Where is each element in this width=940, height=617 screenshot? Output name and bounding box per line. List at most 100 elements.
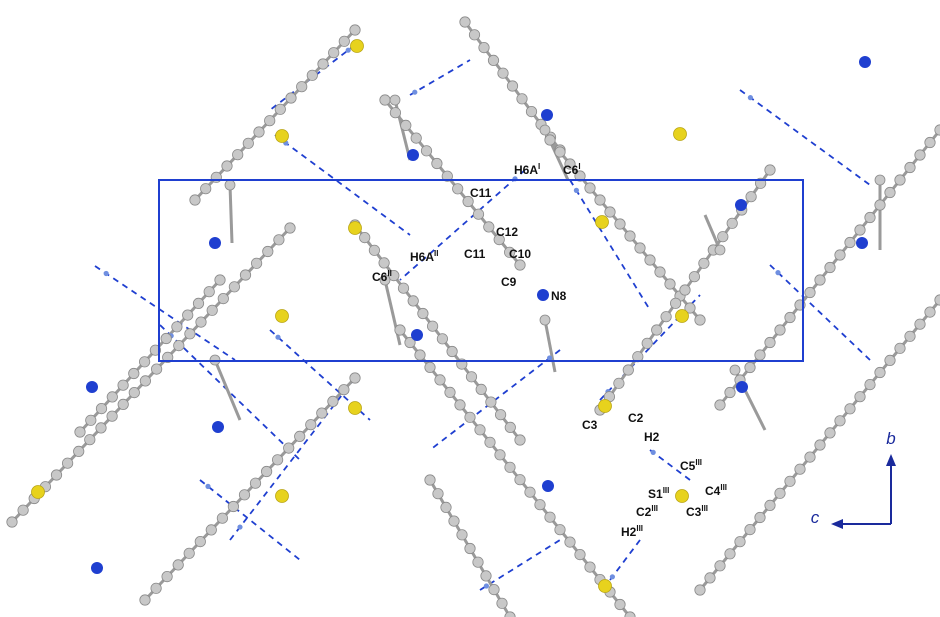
carbon-atom-9-16 bbox=[745, 191, 757, 203]
carbon-atom-8-2 bbox=[564, 158, 576, 170]
carbon-atom-0-1 bbox=[150, 582, 162, 594]
side-carbon-7 bbox=[714, 244, 726, 256]
carbon-atom-4-4 bbox=[497, 67, 509, 79]
atom-label-c11-b: C11 bbox=[464, 247, 486, 261]
carbon-atom-7-19 bbox=[584, 561, 596, 573]
hydrogen-atom-13 bbox=[775, 270, 781, 276]
carbon-atom-7-1 bbox=[404, 336, 416, 349]
atom-label-superscript: III bbox=[701, 504, 708, 513]
nitrogen-atom-4 bbox=[411, 329, 423, 341]
hydrogen-atom-9 bbox=[547, 355, 553, 361]
carbon-atom-7-18 bbox=[574, 548, 586, 561]
side-carbon-4 bbox=[379, 274, 391, 286]
carbon-atom-1-20 bbox=[228, 281, 240, 293]
carbon-atom-1-16 bbox=[184, 328, 196, 340]
atom-label-c11-a: C11 bbox=[470, 186, 492, 200]
carbon-atom-6-7 bbox=[417, 307, 429, 320]
carbon-atom-0-19 bbox=[349, 372, 361, 384]
carbon-atom-2-2 bbox=[95, 402, 108, 415]
atom-label-c10: C10 bbox=[509, 247, 531, 261]
carbon-atom-11-15 bbox=[844, 403, 856, 415]
c-axis-arrowhead bbox=[831, 519, 843, 529]
carbon-atom-7-4 bbox=[434, 374, 446, 386]
side-carbon-6 bbox=[874, 174, 886, 186]
atom-label-superscript: II bbox=[434, 249, 438, 258]
carbon-atom-1-9 bbox=[106, 410, 118, 422]
carbon-atom-9-2 bbox=[613, 377, 625, 389]
carbon-atom-12-2 bbox=[440, 501, 452, 513]
carbon-atom-4-0 bbox=[459, 16, 471, 28]
carbon-atom-6-4 bbox=[388, 269, 400, 282]
nitrogen-atom-6 bbox=[537, 289, 549, 301]
carbon-atom-0-0 bbox=[139, 594, 151, 606]
carbon-atom-9-5 bbox=[641, 337, 653, 349]
hydrogen-atom-0 bbox=[237, 524, 243, 530]
carbon-atom-0-8 bbox=[227, 500, 239, 513]
atom-label-superscript: III bbox=[695, 458, 702, 467]
carbon-atom-4-7 bbox=[525, 106, 538, 118]
carbon-atom-1-7 bbox=[84, 434, 96, 446]
carbon-atom-8-9 bbox=[634, 242, 646, 254]
carbon-atom-12-1 bbox=[432, 488, 444, 500]
carbon-atom-11-13 bbox=[824, 427, 836, 439]
carbon-atom-6-2 bbox=[368, 244, 380, 256]
carbon-atom-7-7 bbox=[464, 411, 476, 423]
carbon-atom-5-4 bbox=[420, 145, 433, 157]
carbon-atom-5-13 bbox=[514, 259, 526, 271]
carbon-atom-5-5 bbox=[431, 157, 443, 170]
nitrogen-atom-0 bbox=[209, 237, 221, 249]
sulfur-atom-12 bbox=[598, 579, 612, 593]
carbon-atom-6-16 bbox=[504, 421, 516, 433]
carbon-atom-12-9 bbox=[496, 597, 508, 609]
atom-label-superscript: II bbox=[387, 269, 391, 278]
sulfur-atom-6 bbox=[31, 485, 45, 499]
carbon-atom-12-5 bbox=[464, 542, 476, 555]
carbon-atom-5-6 bbox=[441, 170, 453, 182]
carbon-atom-3-3 bbox=[317, 58, 329, 70]
carbon-atom-10-18 bbox=[894, 174, 906, 186]
carbon-atom-0-4 bbox=[183, 547, 195, 559]
carbon-atom-1-4 bbox=[50, 469, 63, 481]
carbon-atom-8-10 bbox=[644, 254, 656, 266]
carbon-atom-3-5 bbox=[296, 81, 308, 93]
carbon-atom-7-6 bbox=[454, 399, 466, 411]
carbon-atom-11-23 bbox=[924, 306, 936, 318]
carbon-atom-2-4 bbox=[117, 379, 129, 391]
carbon-atom-0-18 bbox=[338, 384, 350, 396]
carbon-atom-3-14 bbox=[200, 183, 212, 195]
carbon-atom-5-2 bbox=[400, 119, 412, 132]
side-carbon-3 bbox=[389, 94, 401, 106]
hydrogen-atom-14 bbox=[609, 574, 616, 580]
carbon-atom-1-14 bbox=[162, 351, 174, 363]
sulfur-atom-11 bbox=[675, 489, 689, 503]
hydrogen-bond-11 bbox=[649, 449, 691, 481]
carbon-atom-11-22 bbox=[914, 318, 926, 330]
carbon-atom-11-19 bbox=[884, 354, 896, 366]
carbon-atom-1-6 bbox=[73, 445, 85, 457]
carbon-atom-7-16 bbox=[554, 524, 566, 536]
carbon-atom-10-20 bbox=[914, 149, 926, 161]
carbon-atom-10-19 bbox=[904, 161, 916, 174]
carbon-atom-7-0 bbox=[394, 324, 406, 336]
carbon-atom-7-15 bbox=[544, 511, 556, 523]
carbon-atom-10-21 bbox=[924, 136, 936, 149]
hydrogen-atom-8 bbox=[573, 187, 580, 193]
atom-label-c12: C12 bbox=[496, 225, 518, 239]
atom-label-c3: C3 bbox=[582, 418, 598, 432]
carbon-atom-6-3 bbox=[378, 257, 390, 269]
carbon-atom-11-12 bbox=[814, 439, 826, 451]
carbon-atom-4-1 bbox=[468, 29, 481, 41]
carbon-atom-11-11 bbox=[804, 451, 816, 463]
nitrogen-atom-3 bbox=[407, 149, 419, 161]
atom-label-c2: C2 bbox=[628, 411, 644, 425]
carbon-atom-8-1 bbox=[554, 146, 566, 158]
atom-label-base: H2 bbox=[621, 525, 637, 539]
atom-label-superscript: III bbox=[663, 486, 670, 495]
carbon-atom-0-10 bbox=[249, 477, 262, 489]
carbon-atom-9-10 bbox=[688, 271, 701, 283]
carbon-atom-3-0 bbox=[349, 24, 361, 36]
carbon-atom-2-10 bbox=[182, 309, 194, 321]
carbon-atom-7-14 bbox=[534, 499, 546, 511]
carbon-atom-12-4 bbox=[456, 529, 468, 541]
